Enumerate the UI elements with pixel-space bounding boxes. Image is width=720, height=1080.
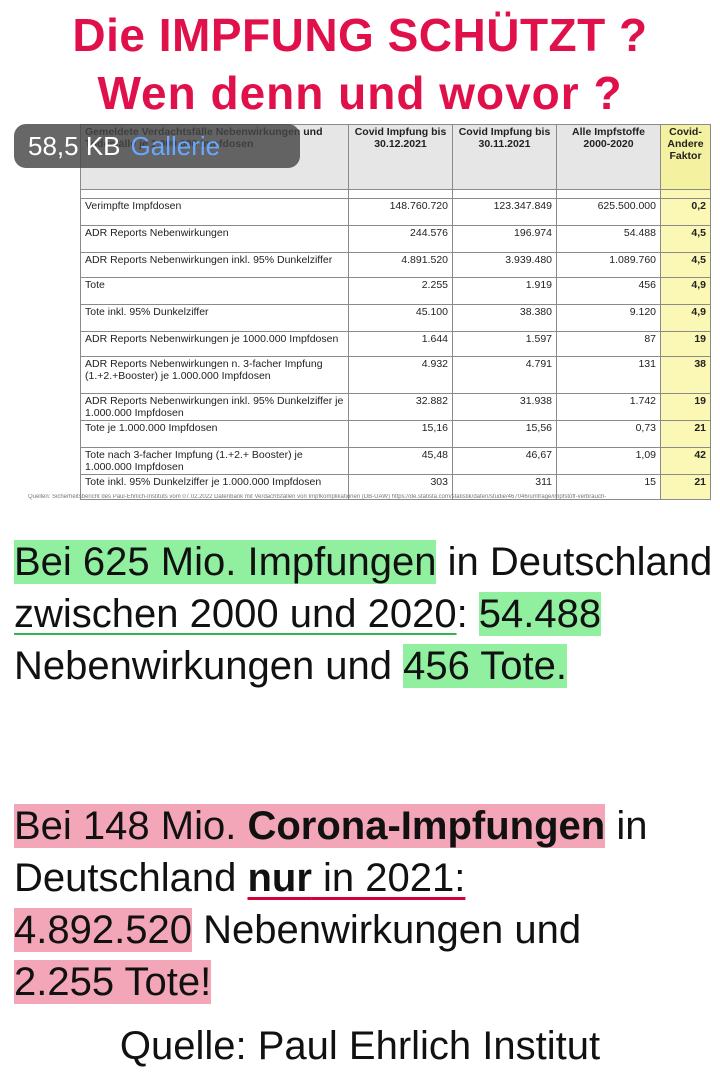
- highlight-148-mio: Bei 148 Mio. Corona-Impfungen: [14, 804, 606, 848]
- table-row: ADR Reports Nebenwirkungen inkl. 95% Dun…: [80, 393, 711, 421]
- table-row: Tote inkl. 95% Dunkelziffer je 1.000.000…: [80, 474, 711, 500]
- table-cell: 45.100: [348, 304, 453, 332]
- table-cell: 148.760.720: [348, 198, 453, 226]
- text-segment: :: [456, 592, 479, 636]
- text-segment: Nebenwirkungen und: [14, 644, 404, 688]
- table-cell: 21: [660, 420, 711, 448]
- table-cell: 54.488: [556, 225, 661, 253]
- table-cell: ADR Reports Nebenwirkungen: [80, 225, 349, 253]
- table-header-cell: Alle Impfstoffe 2000-2020: [556, 124, 661, 190]
- highlight-625-mio: Bei 625 Mio. Impfungen: [14, 540, 437, 584]
- table-cell: 123.347.849: [452, 198, 557, 226]
- table-row: Tote je 1.000.000 Impfdosen 15,16 15,56 0,7…: [80, 420, 711, 448]
- statistics-table: Gemeldete Verdachtsfälle Nebenwirkungen …: [80, 124, 711, 500]
- table-cell: 9.120: [556, 304, 661, 332]
- table-row: Tote 2.255 1.919 456 4,9: [80, 277, 711, 305]
- table-cell: 0,2: [660, 198, 711, 226]
- paragraph-2000-2020: Bei 625 Mio. Impfungen in Deutschland zw…: [14, 536, 714, 692]
- table-cell: 1,09: [556, 447, 661, 475]
- table-cell: 38: [660, 356, 711, 394]
- table-cell: 4.891.520: [348, 252, 453, 278]
- table-cell: 19: [660, 331, 711, 357]
- table-cell: 15: [556, 474, 661, 500]
- table-cell: Verimpfte Impfdosen: [80, 198, 349, 226]
- table-header-cell: Covid Impfung bis 30.11.2021: [452, 124, 557, 190]
- paragraph-2021: Bei 148 Mio. Corona-Impfungen in Deutsch…: [14, 800, 714, 1008]
- table-cell: ADR Reports Nebenwirkungen inkl. 95% Dun…: [80, 393, 349, 421]
- table-cell: 87: [556, 331, 661, 357]
- source-footer: Quelle: Paul Ehrlich Institut: [119, 1024, 601, 1068]
- text-segment: in Deutschland: [14, 804, 648, 900]
- table-cell: 4,9: [660, 277, 711, 305]
- table-cell: 1.919: [452, 277, 557, 305]
- table-cell: 15,56: [452, 420, 557, 448]
- headline-line-1: Die IMPFUNG SCHÜTZT ?: [72, 9, 648, 61]
- table-cell: 311: [452, 474, 557, 500]
- table-cell: 19: [660, 393, 711, 421]
- table-cell: 303: [348, 474, 453, 500]
- file-size-label: 58,5 KB: [28, 131, 121, 161]
- table-cell: 4,5: [660, 252, 711, 278]
- text-segment: in 2021:: [311, 856, 466, 900]
- highlight-side-effects-2021: 4.892.520: [14, 908, 192, 952]
- table-cell: 38.380: [452, 304, 557, 332]
- table-cell: 131: [556, 356, 661, 394]
- table-cell: 1.644: [348, 331, 453, 357]
- table-cell: 42: [660, 447, 711, 475]
- table-cell: 3.939.480: [452, 252, 557, 278]
- table-cell: Tote: [80, 277, 349, 305]
- highlight-deaths-2021: 2.255 Tote!: [14, 960, 212, 1004]
- table-cell: 45,48: [348, 447, 453, 475]
- text-segment: Bei 148 Mio.: [14, 804, 248, 848]
- table-header-cell: Covid Impfung bis 30.12.2021: [348, 124, 453, 190]
- table-cell: 1.089.760: [556, 252, 661, 278]
- table-row: Tote inkl. 95% Dunkelziffer 45.100 38.380 9…: [80, 304, 711, 332]
- table-cell: ADR Reports Nebenwirkungen inkl. 95% Dun…: [80, 252, 349, 278]
- table-cell: Tote inkl. 95% Dunkelziffer je 1.000.000…: [80, 474, 349, 500]
- table-source-note: Quellen: Sicherheitsbericht des Paul-Ehr…: [28, 494, 607, 500]
- table-cell: ADR Reports Nebenwirkungen n. 3-facher I…: [80, 356, 349, 394]
- table-cell: 2.255: [348, 277, 453, 305]
- table-cell: 31.938: [452, 393, 557, 421]
- table-cell: 32.882: [348, 393, 453, 421]
- highlight-deaths-count: 456 Tote.: [403, 644, 568, 688]
- text-segment: Nebenwirkungen und: [191, 908, 582, 952]
- table-cell: 1.742: [556, 393, 661, 421]
- image-size-badge: 58,5 KB Gallerie: [14, 124, 300, 168]
- table-row: ADR Reports Nebenwirkungen inkl. 95% Dun…: [80, 252, 711, 278]
- table-cell: 4.791: [452, 356, 557, 394]
- table-row: Verimpfte Impfdosen 148.760.720 123.347.84…: [80, 198, 711, 226]
- corona-vaccinations-bold: Corona-Impfungen: [247, 804, 606, 848]
- table-row: ADR Reports Nebenwirkungen 244.576 196.974…: [80, 225, 711, 253]
- table-cell: 196.974: [452, 225, 557, 253]
- headline-line-2: Wen denn und wovor ?: [97, 67, 623, 119]
- table-cell: 4,5: [660, 225, 711, 253]
- underlined-period: zwischen 2000 und 2020: [14, 592, 457, 636]
- table-cell: 4.932: [348, 356, 453, 394]
- table-cell: 46,67: [452, 447, 557, 475]
- text-segment: in Deutschland: [436, 540, 713, 584]
- highlight-side-effects-count: 54.488: [478, 592, 602, 636]
- table-cell: 456: [556, 277, 661, 305]
- table-row: Tote nach 3-facher Impfung (1.+2.+ Boost…: [80, 447, 711, 475]
- statistics-table-image: Gemeldete Verdachtsfälle Nebenwirkungen …: [80, 124, 711, 500]
- underlined-only-2021: nur in 2021:: [247, 856, 465, 900]
- table-cell: 625.500.000: [556, 198, 661, 226]
- table-header-cell: Covid-Andere Faktor: [660, 124, 711, 190]
- table-row: ADR Reports Nebenwirkungen n. 3-facher I…: [80, 356, 711, 394]
- table-cell: Tote je 1.000.000 Impfdosen: [80, 420, 349, 448]
- watermark-label: Gallerie: [130, 131, 221, 161]
- table-cell: 244.576: [348, 225, 453, 253]
- table-row: ADR Reports Nebenwirkungen je 1000.000 I…: [80, 331, 711, 357]
- table-cell: 4,9: [660, 304, 711, 332]
- only-bold: nur: [247, 856, 312, 900]
- table-cell: 21: [660, 474, 711, 500]
- table-cell: 0,73: [556, 420, 661, 448]
- table-cell: ADR Reports Nebenwirkungen je 1000.000 I…: [80, 331, 349, 357]
- table-cell: Tote inkl. 95% Dunkelziffer: [80, 304, 349, 332]
- table-cell: 1.597: [452, 331, 557, 357]
- table-cell: Tote nach 3-facher Impfung (1.+2.+ Boost…: [80, 447, 349, 475]
- table-cell: 15,16: [348, 420, 453, 448]
